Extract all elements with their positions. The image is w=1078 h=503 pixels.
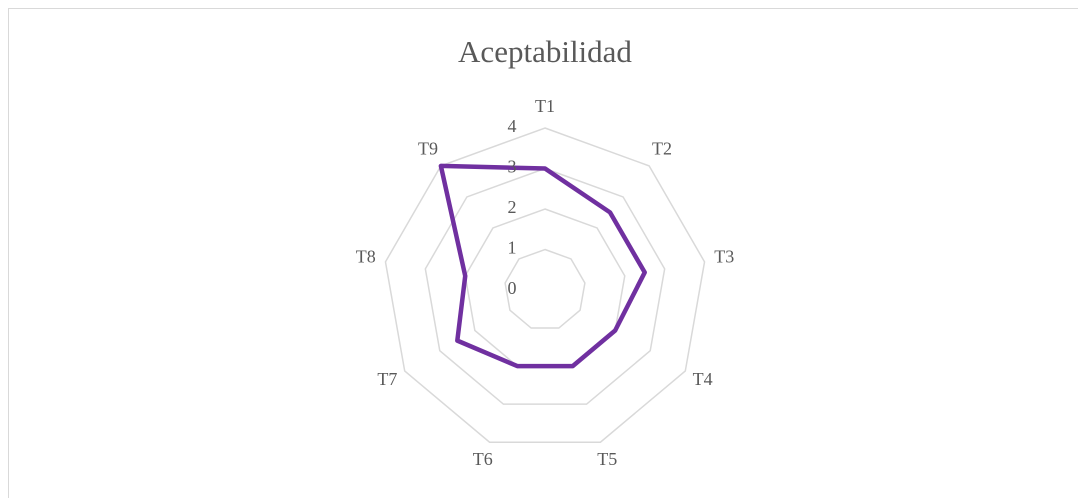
tick-label: 2 [508, 197, 517, 217]
chart-frame [9, 9, 1078, 499]
category-label: T5 [597, 449, 617, 469]
category-label: T8 [356, 247, 376, 267]
category-label: T1 [535, 96, 555, 116]
category-label: T6 [473, 449, 493, 469]
tick-label: 3 [508, 157, 517, 177]
category-label: T4 [693, 369, 713, 389]
tick-label: 0 [508, 278, 517, 298]
tick-label: 1 [508, 238, 517, 258]
category-label: T7 [377, 369, 397, 389]
tick-label: 4 [508, 116, 517, 136]
category-label: T2 [652, 139, 672, 159]
category-label: T3 [714, 247, 734, 267]
chart-title: Aceptabilidad [458, 34, 632, 69]
category-label: T9 [418, 139, 438, 159]
